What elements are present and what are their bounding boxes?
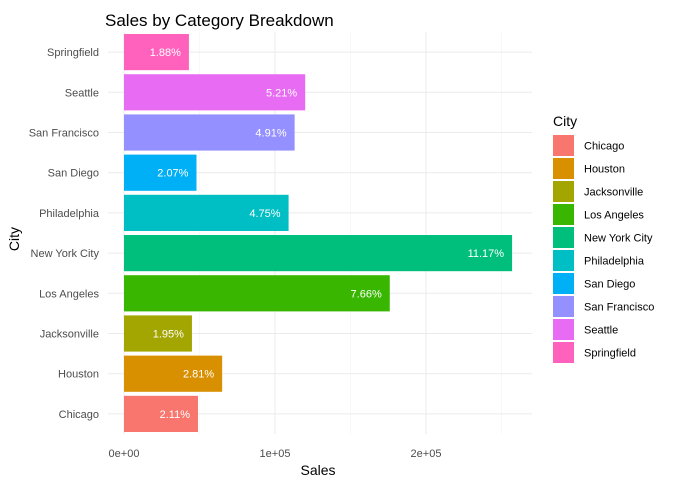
bar (124, 275, 390, 312)
x-axis-title: Sales (300, 462, 335, 478)
legend-label: Seattle (584, 325, 618, 337)
legend-label: Houston (584, 164, 625, 176)
y-axis-ticks: Chicago Houston Jacksonville Los Angeles New… (29, 47, 100, 421)
y-tick-label: Chicago (59, 409, 99, 421)
legend-label: Philadelphia (584, 256, 645, 268)
x-tick-label: 0e+00 (109, 448, 140, 460)
legend-key (553, 342, 574, 363)
bar-data-label: 4.75% (249, 208, 280, 220)
bar (124, 74, 306, 111)
bar-data-label: 2.07% (157, 168, 188, 180)
legend-key (553, 319, 574, 340)
y-tick-label: Houston (58, 369, 99, 381)
legend-label: Springfield (584, 348, 636, 360)
bar-data-label: 1.88% (150, 47, 181, 59)
chart-title: Sales by Category Breakdown (105, 11, 334, 30)
legend-key (553, 227, 574, 248)
y-tick-label: New York City (31, 248, 100, 260)
bar (124, 34, 189, 71)
legend-key (553, 250, 574, 271)
x-tick-label: 2e+05 (411, 448, 442, 460)
legend-label: Jacksonville (584, 187, 643, 199)
bar-data-label: 11.17% (468, 248, 505, 260)
x-axis-ticks: 0e+00 1e+05 2e+05 (109, 448, 442, 460)
y-tick-label: San Francisco (29, 128, 99, 140)
legend: City Chicago Houston Jacksonville Los Angel… (553, 113, 654, 363)
y-tick-label: Philadelphia (39, 208, 100, 220)
y-tick-label: Los Angeles (39, 288, 99, 300)
bar-labels: 2.11% 2.81% 1.95% 7.66% 11.17% 4.75% 2.07% 4.91… (150, 47, 505, 421)
bar-data-label: 2.11% (160, 409, 191, 421)
bar-data-label: 4.91% (255, 128, 286, 140)
y-tick-label: San Diego (48, 168, 99, 180)
bar (124, 114, 295, 151)
legend-key (553, 158, 574, 179)
bar-data-label: 2.81% (183, 369, 214, 381)
bar (124, 315, 192, 352)
legend-key (553, 135, 574, 156)
bar (124, 235, 513, 272)
y-tick-label: Jacksonville (40, 329, 99, 341)
bar (124, 194, 289, 231)
bar-data-label: 5.21% (266, 87, 297, 99)
legend-label: New York City (584, 233, 653, 245)
y-tick-label: Seattle (65, 87, 99, 99)
y-axis-title: City (6, 227, 22, 251)
bar-data-label: 7.66% (351, 288, 382, 300)
legend-key (553, 204, 574, 225)
legend-title: City (553, 113, 577, 129)
legend-key (553, 181, 574, 202)
bars (124, 34, 513, 432)
y-tick-label: Springfield (47, 47, 99, 59)
bar (124, 395, 198, 432)
legend-label: San Francisco (584, 302, 654, 314)
x-tick-label: 1e+05 (260, 448, 291, 460)
bar (124, 355, 223, 392)
legend-key (553, 296, 574, 317)
legend-label: San Diego (584, 279, 635, 291)
bar (124, 154, 197, 191)
legend-label: Los Angeles (584, 210, 644, 222)
legend-key (553, 273, 574, 294)
legend-label: Chicago (584, 141, 624, 153)
bar-data-label: 1.95% (153, 329, 184, 341)
